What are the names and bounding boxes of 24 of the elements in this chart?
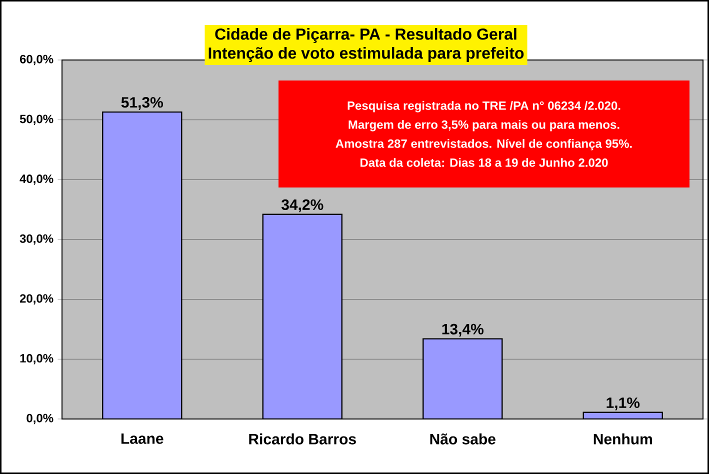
y-tick-label: 50,0% [20, 114, 54, 125]
data-label: 51,3% [121, 97, 163, 110]
y-tick-label: 60,0% [20, 54, 54, 66]
annotation: Amostra 287 entrevistados. Nível de confiança 95%. [336, 138, 632, 150]
bar [262, 214, 342, 419]
bar [422, 338, 503, 419]
chart-title: Cidade de Piçarra- PA - Resultado Geral [215, 28, 516, 43]
data-label: 1,1% [606, 397, 640, 410]
y-tick-label: 10,0% [20, 354, 54, 364]
annotation: Pesquisa registrada no TRE /PA n° 06234 /2.020. [348, 101, 620, 112]
annotation: Margem de erro 3,5% para mais ou para menos. [348, 120, 620, 132]
x-tick-label: Ricardo Barros [249, 433, 356, 444]
data-label: 34,2% [281, 199, 324, 212]
annotation: Data da coleta: Dias 18 a 19 de Junho 2.020 [360, 158, 608, 167]
y-tick-label: 20,0% [20, 294, 54, 304]
y-tick-label: 30,0% [20, 234, 54, 245]
chart-subtitle: Intenção de voto estimulada para prefeito [208, 47, 524, 62]
x-tick-label: Não sabe [430, 433, 496, 444]
y-tick-label: 0,0% [26, 414, 54, 424]
y-tick-label: 40,0% [20, 174, 54, 185]
x-tick-label: Laane [121, 433, 164, 444]
x-tick-label: Nenhum [594, 433, 652, 444]
data-label: 13,4% [442, 324, 484, 337]
bar [102, 111, 182, 419]
